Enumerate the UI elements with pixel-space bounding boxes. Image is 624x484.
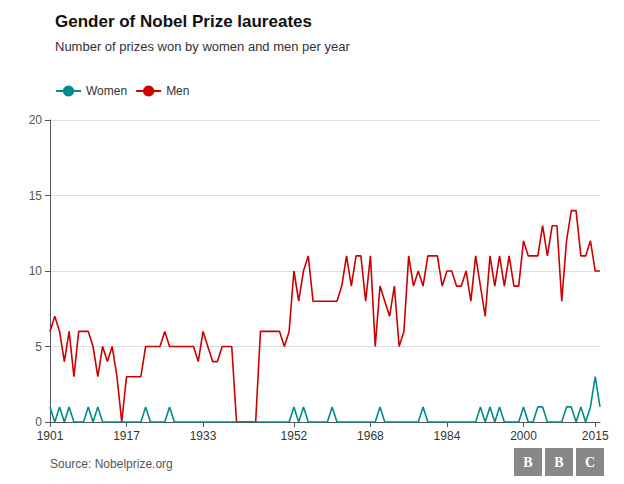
svg-text:2000: 2000 xyxy=(510,429,537,443)
svg-text:15: 15 xyxy=(29,189,43,203)
svg-text:10: 10 xyxy=(29,264,43,278)
svg-text:Women: Women xyxy=(86,84,127,98)
svg-text:1952: 1952 xyxy=(281,429,308,443)
svg-text:Gender of Nobel Prize laureate: Gender of Nobel Prize laureates xyxy=(55,12,312,31)
svg-text:1901: 1901 xyxy=(37,429,64,443)
svg-text:0: 0 xyxy=(35,415,42,429)
svg-text:5: 5 xyxy=(35,340,42,354)
svg-text:20: 20 xyxy=(29,113,43,127)
svg-text:Source: Nobelprize.org: Source: Nobelprize.org xyxy=(50,457,173,471)
svg-text:2015: 2015 xyxy=(582,429,609,443)
svg-text:Number of prizes won by women: Number of prizes won by women and men pe… xyxy=(55,39,350,54)
svg-text:1968: 1968 xyxy=(357,429,384,443)
svg-text:B: B xyxy=(554,455,563,470)
svg-text:1984: 1984 xyxy=(434,429,461,443)
svg-text:Men: Men xyxy=(166,84,189,98)
svg-text:B: B xyxy=(523,455,532,470)
svg-text:C: C xyxy=(585,455,595,470)
svg-text:1917: 1917 xyxy=(113,429,140,443)
svg-text:1933: 1933 xyxy=(190,429,217,443)
